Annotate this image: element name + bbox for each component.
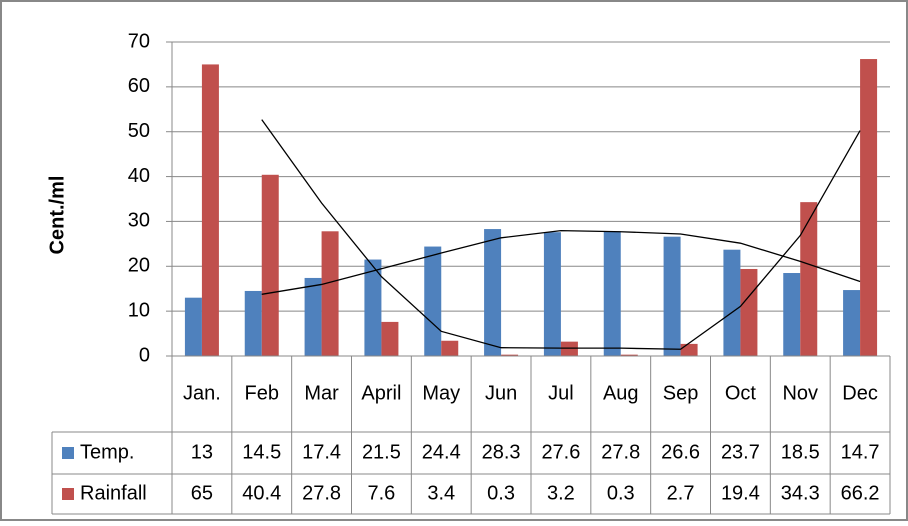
bar [201,64,219,356]
x-tick-label: April [361,382,401,404]
table-value: 27.8 [302,482,341,504]
table-value: 2.7 [667,482,695,504]
bar [680,343,698,356]
table-value: 28.3 [482,441,521,463]
table-value: 66.2 [841,482,880,504]
bar [304,277,322,356]
table-value: 65 [191,482,213,504]
x-tick-label: Oct [725,382,757,404]
bar [321,231,339,356]
y-tick-label: 50 [128,120,150,142]
bar [663,236,681,356]
bar [244,290,262,356]
table-value: 14.5 [242,441,281,463]
x-tick-label: Dec [842,382,878,404]
y-tick-label: 60 [128,75,150,97]
bar [560,341,578,356]
table-value: 21.5 [362,441,401,463]
y-tick-label: 40 [128,165,150,187]
x-tick-label: Jul [548,382,574,404]
bar [424,246,442,356]
y-tick-label: 0 [139,344,150,366]
x-tick-label: Nov [782,382,818,404]
bar [843,290,861,356]
table-value: 13 [191,441,213,463]
legend-label: Temp. [80,441,134,463]
bar [381,321,399,356]
table-value: 40.4 [242,482,281,504]
table-value: 34.3 [781,482,820,504]
x-tick-label: Feb [245,382,279,404]
y-tick-label: 10 [128,299,150,321]
table-value: 17.4 [302,441,341,463]
bar [860,59,878,356]
y-tick-label: 70 [128,30,150,52]
bar [484,229,502,356]
y-tick-label: 30 [128,210,150,232]
table-value: 26.6 [661,441,700,463]
bar [783,273,801,356]
bar [620,354,638,356]
bar [364,259,382,356]
y-tick-label: 20 [128,255,150,277]
table-value: 27.6 [541,441,580,463]
x-tick-label: Mar [304,382,339,404]
x-tick-label: May [422,382,460,404]
table-value: 27.8 [601,441,640,463]
bar [800,202,818,356]
bar [723,249,741,356]
x-tick-label: Jun [485,382,517,404]
x-tick-label: Aug [603,382,639,404]
legend-swatch [62,488,74,500]
table-value: 3.2 [547,482,575,504]
legend-swatch [62,447,74,459]
table-value: 7.6 [368,482,396,504]
bar [261,174,279,356]
trendline [261,119,861,350]
table-value: 24.4 [422,441,461,463]
bar [603,231,621,356]
table-value: 23.7 [721,441,760,463]
bar [740,268,758,356]
bar [441,340,459,356]
table-value: 19.4 [721,482,760,504]
table-value: 18.5 [781,441,820,463]
bar [184,297,202,356]
x-tick-label: Jan. [183,382,221,404]
table-value: 0.3 [607,482,635,504]
legend-label: Rainfall [80,482,147,504]
table-value: 14.7 [841,441,880,463]
x-tick-label: Sep [663,382,699,404]
y-axis-label: Cent./ml [46,176,68,255]
table-value: 3.4 [427,482,455,504]
table-value: 0.3 [487,482,515,504]
bar [501,354,519,356]
bar [543,232,561,356]
trendline [261,229,861,295]
